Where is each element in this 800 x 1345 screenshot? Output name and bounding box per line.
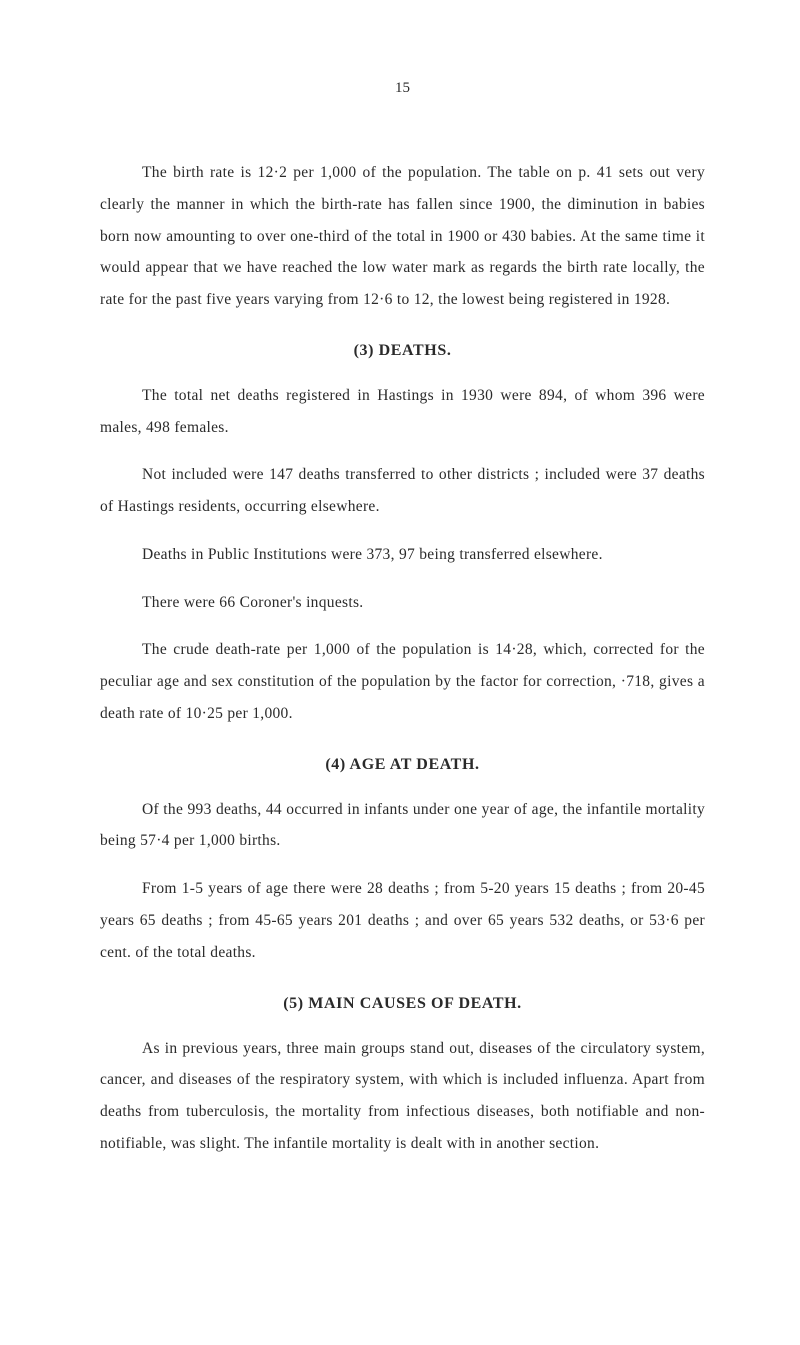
heading-deaths: (3) DEATHS. — [100, 342, 705, 360]
paragraph-deaths-transferred: Not included were 147 deaths transferred… — [100, 459, 705, 523]
paragraph-main-causes: As in previous years, three main groups … — [100, 1033, 705, 1160]
paragraph-deaths-total: The total net deaths registered in Hasti… — [100, 380, 705, 444]
paragraph-deaths-institutions: Deaths in Public Institutions were 373, … — [100, 539, 705, 571]
paragraph-age-breakdown: From 1-5 years of age there were 28 deat… — [100, 873, 705, 968]
paragraph-inquests: There were 66 Coroner's inquests. — [100, 587, 705, 619]
paragraph-infant-deaths: Of the 993 deaths, 44 occurred in infant… — [100, 794, 705, 858]
page-number: 15 — [100, 80, 705, 97]
document-page: 15 The birth rate is 12·2 per 1,000 of t… — [0, 0, 800, 1236]
heading-age-at-death: (4) AGE AT DEATH. — [100, 756, 705, 774]
paragraph-birth-rate: The birth rate is 12·2 per 1,000 of the … — [100, 157, 705, 316]
heading-main-causes: (5) MAIN CAUSES OF DEATH. — [100, 995, 705, 1013]
paragraph-crude-death-rate: The crude death-rate per 1,000 of the po… — [100, 634, 705, 729]
